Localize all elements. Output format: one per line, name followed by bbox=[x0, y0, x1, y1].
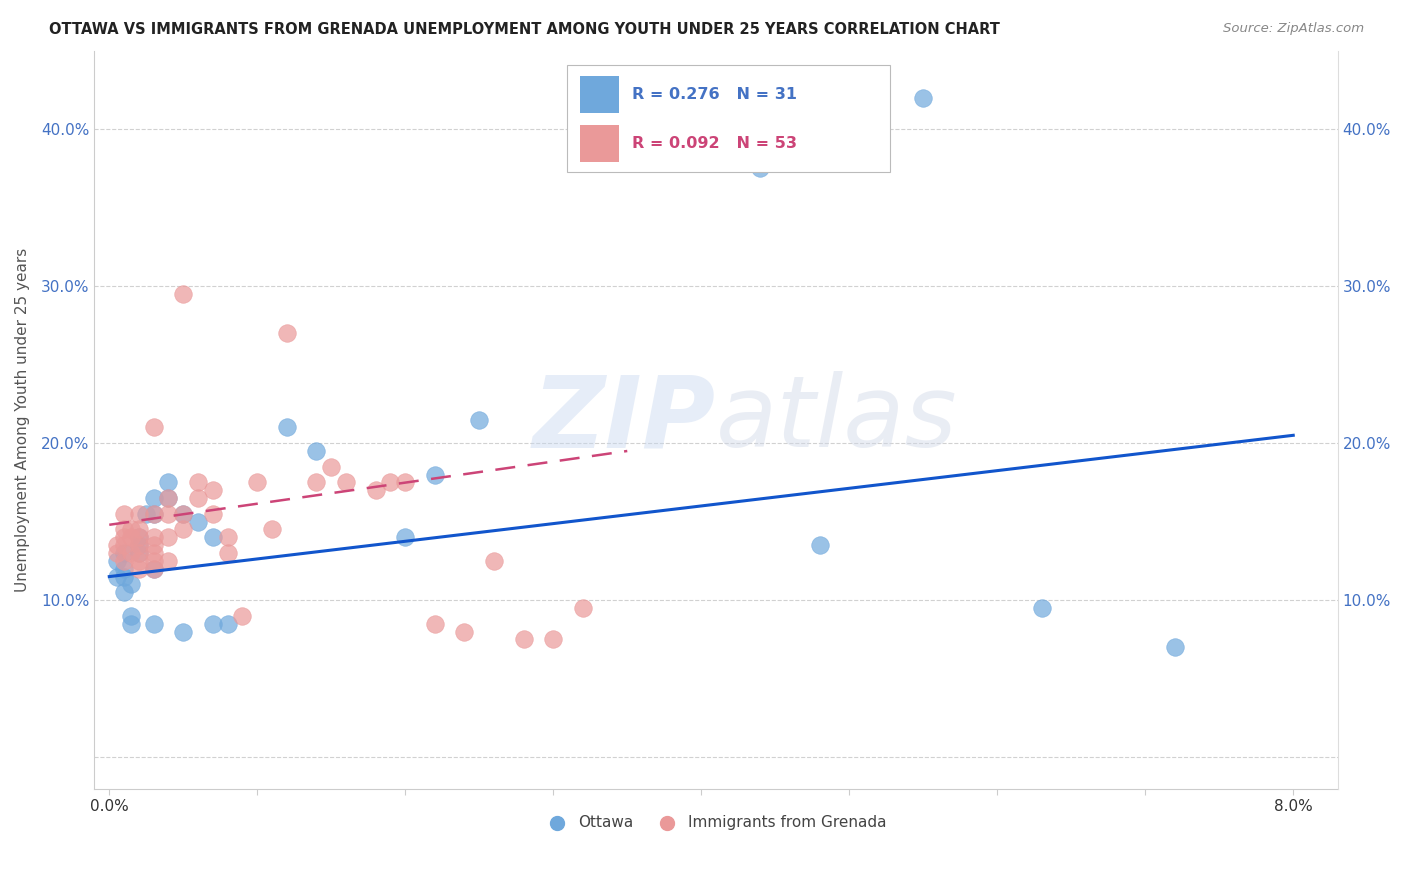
Legend: Ottawa, Immigrants from Grenada: Ottawa, Immigrants from Grenada bbox=[540, 809, 893, 836]
Point bbox=[105, 554, 128, 568]
Point bbox=[128, 546, 150, 560]
Point bbox=[128, 523, 150, 537]
Point bbox=[1031, 601, 1053, 615]
Point bbox=[187, 491, 209, 505]
Point bbox=[157, 507, 180, 521]
Point bbox=[394, 530, 416, 544]
Point bbox=[172, 507, 194, 521]
Point bbox=[112, 538, 135, 552]
Point bbox=[157, 491, 180, 505]
Point bbox=[217, 530, 239, 544]
Point bbox=[121, 530, 143, 544]
Point bbox=[128, 538, 150, 552]
Point bbox=[142, 507, 165, 521]
Point bbox=[380, 475, 402, 490]
Point bbox=[112, 530, 135, 544]
Point bbox=[112, 585, 135, 599]
Point bbox=[128, 546, 150, 560]
Point bbox=[262, 523, 284, 537]
Point bbox=[112, 562, 135, 576]
Point bbox=[512, 632, 534, 647]
Point bbox=[305, 475, 328, 490]
Point bbox=[157, 530, 180, 544]
Text: OTTAWA VS IMMIGRANTS FROM GRENADA UNEMPLOYMENT AMONG YOUTH UNDER 25 YEARS CORREL: OTTAWA VS IMMIGRANTS FROM GRENADA UNEMPL… bbox=[49, 22, 1000, 37]
Point bbox=[121, 616, 143, 631]
Point bbox=[128, 562, 150, 576]
Point bbox=[157, 491, 180, 505]
Point bbox=[142, 546, 165, 560]
Point bbox=[142, 491, 165, 505]
Point bbox=[276, 420, 298, 434]
Point bbox=[187, 515, 209, 529]
Point bbox=[217, 616, 239, 631]
Point bbox=[482, 554, 505, 568]
Point bbox=[135, 507, 157, 521]
Point bbox=[142, 420, 165, 434]
Text: Source: ZipAtlas.com: Source: ZipAtlas.com bbox=[1223, 22, 1364, 36]
Point bbox=[128, 530, 150, 544]
Point bbox=[172, 287, 194, 301]
Point bbox=[128, 530, 150, 544]
Point bbox=[128, 538, 150, 552]
Point bbox=[201, 616, 224, 631]
Point bbox=[217, 546, 239, 560]
Point bbox=[276, 326, 298, 341]
Point bbox=[201, 530, 224, 544]
Point bbox=[808, 538, 831, 552]
Point bbox=[112, 569, 135, 583]
Point bbox=[105, 569, 128, 583]
Point bbox=[305, 444, 328, 458]
Text: ZIP: ZIP bbox=[533, 371, 716, 468]
Point bbox=[172, 624, 194, 639]
Y-axis label: Unemployment Among Youth under 25 years: Unemployment Among Youth under 25 years bbox=[15, 247, 30, 591]
Point bbox=[142, 507, 165, 521]
Point bbox=[112, 523, 135, 537]
Text: atlas: atlas bbox=[716, 371, 957, 468]
Point bbox=[201, 483, 224, 498]
Point bbox=[157, 475, 180, 490]
Point bbox=[321, 459, 343, 474]
Point bbox=[423, 467, 446, 482]
Point bbox=[231, 608, 253, 623]
Point bbox=[105, 538, 128, 552]
Point bbox=[187, 475, 209, 490]
Point bbox=[1164, 640, 1187, 655]
Point bbox=[121, 577, 143, 591]
Point bbox=[172, 523, 194, 537]
Point bbox=[112, 546, 135, 560]
Point bbox=[468, 412, 491, 426]
Point bbox=[121, 546, 143, 560]
Point bbox=[142, 530, 165, 544]
Point bbox=[423, 616, 446, 631]
Point bbox=[128, 554, 150, 568]
Point bbox=[121, 608, 143, 623]
Point bbox=[172, 507, 194, 521]
Point bbox=[105, 546, 128, 560]
Point bbox=[912, 91, 935, 105]
Point bbox=[112, 507, 135, 521]
Point bbox=[112, 554, 135, 568]
Point bbox=[394, 475, 416, 490]
Point bbox=[157, 554, 180, 568]
Point bbox=[142, 538, 165, 552]
Point bbox=[142, 616, 165, 631]
Point bbox=[749, 161, 772, 176]
Point bbox=[121, 523, 143, 537]
Point bbox=[142, 562, 165, 576]
Point bbox=[142, 554, 165, 568]
Point bbox=[541, 632, 564, 647]
Point bbox=[453, 624, 475, 639]
Point bbox=[572, 601, 595, 615]
Point bbox=[364, 483, 387, 498]
Point bbox=[335, 475, 357, 490]
Point bbox=[201, 507, 224, 521]
Point bbox=[246, 475, 269, 490]
Point bbox=[142, 562, 165, 576]
Point bbox=[128, 507, 150, 521]
